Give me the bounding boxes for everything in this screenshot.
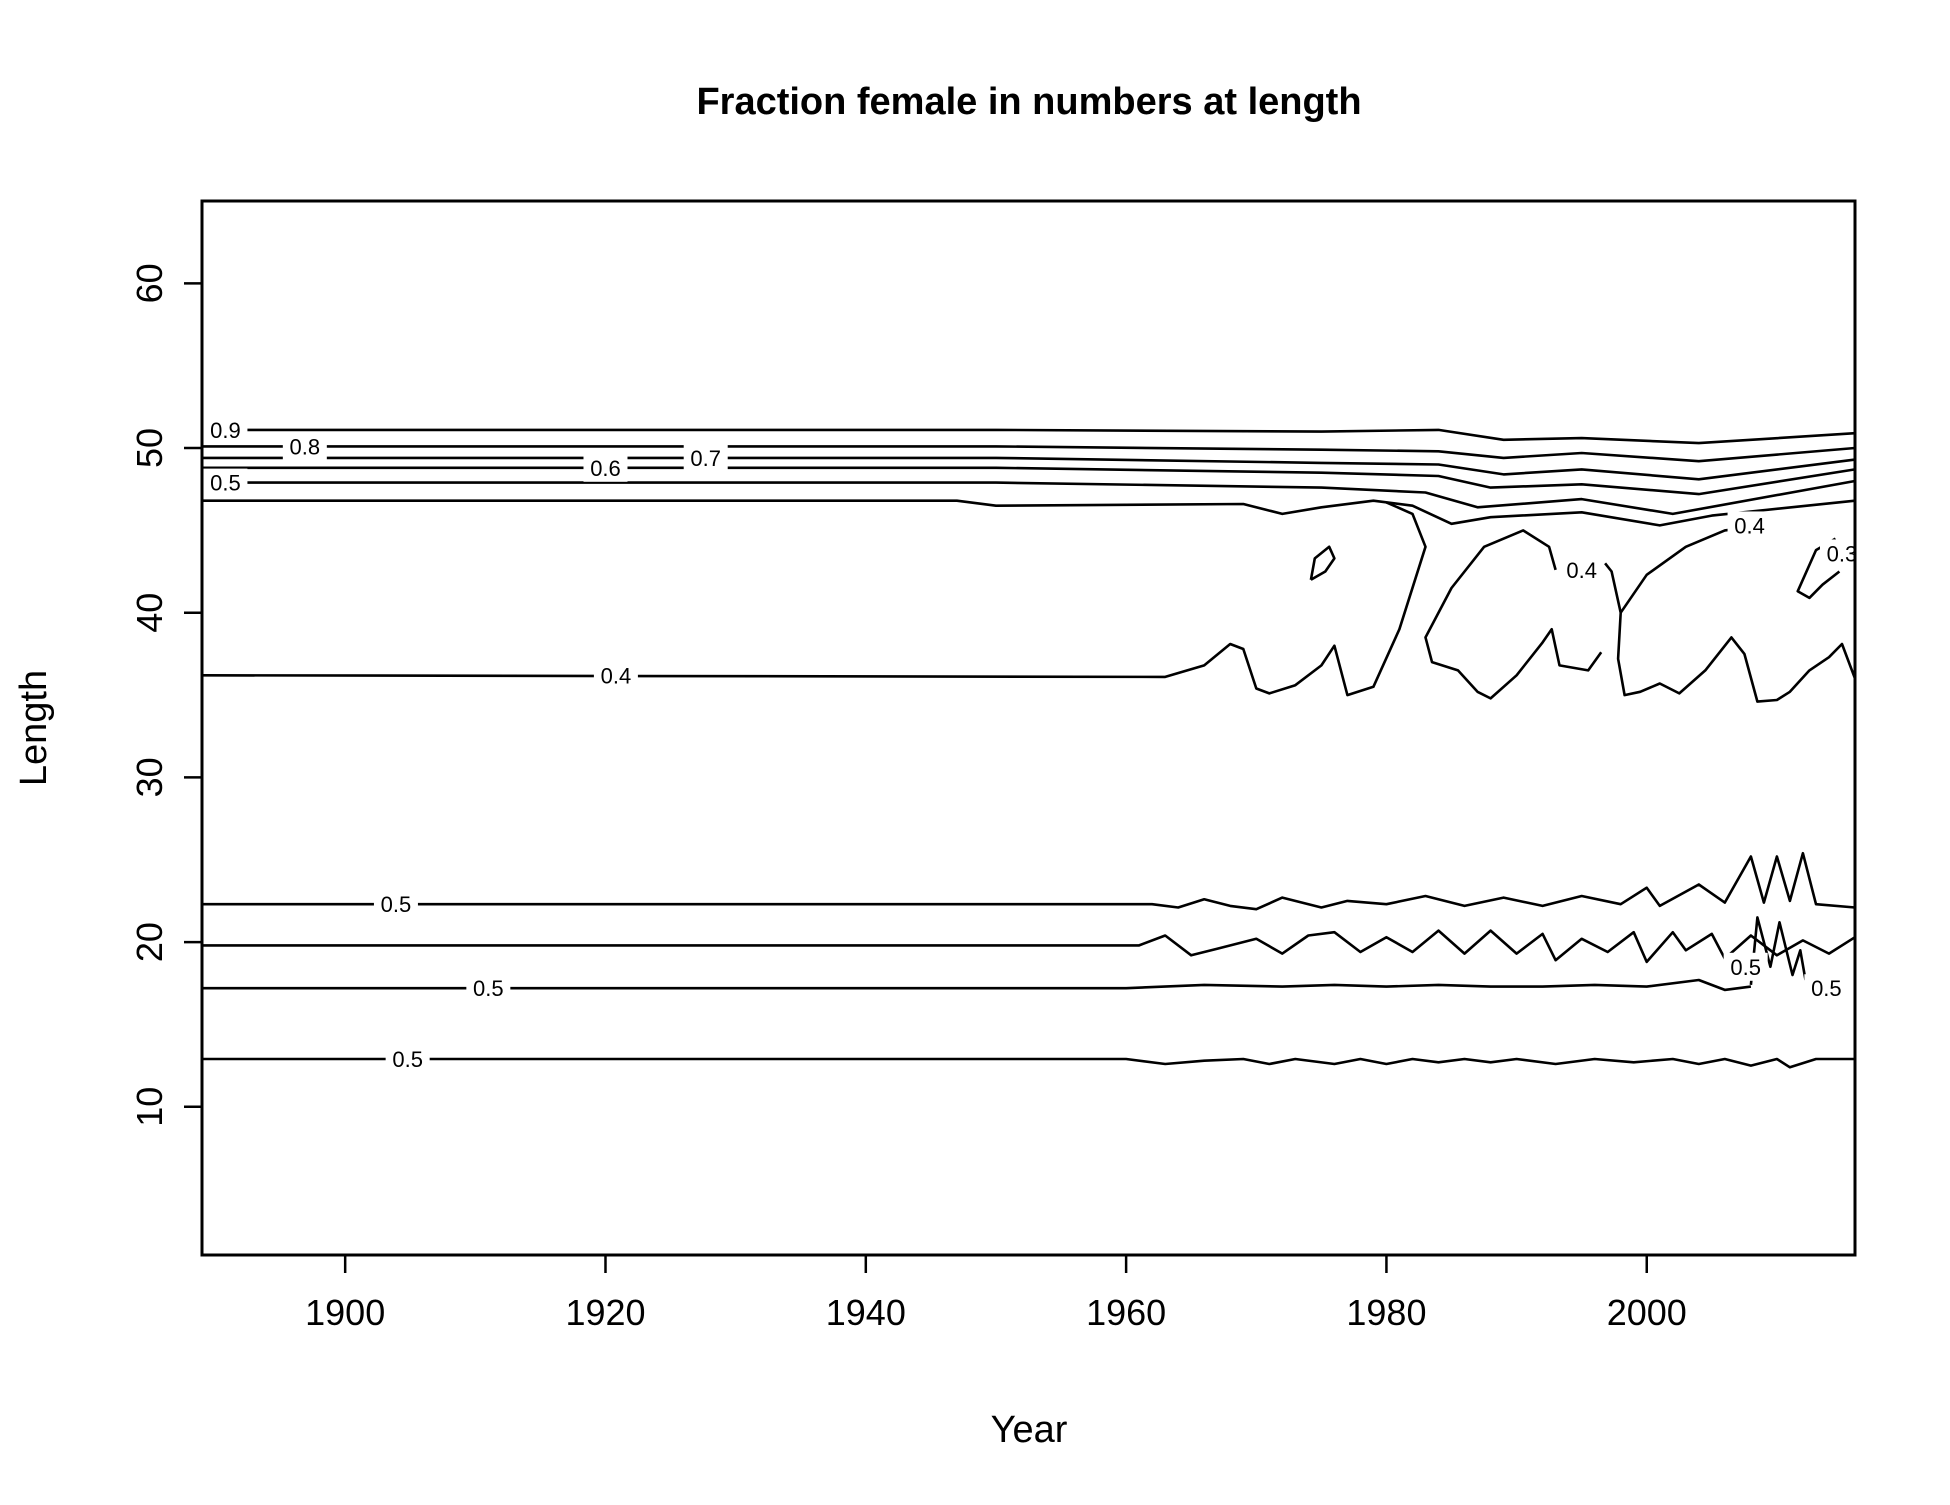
contour-label-bg-14 (385, 1045, 430, 1074)
contour-line-1 (202, 428, 1856, 445)
contour-label-bg-4 (583, 453, 628, 482)
y-tick-label-40: 40 (129, 593, 170, 633)
contour-label-bg-9 (1819, 539, 1864, 568)
contour-label-13: 0.5 (1730, 955, 1761, 980)
y-tick-label-30: 30 (129, 757, 170, 797)
x-axis: 1900 1920 1940 1960 1980 2000 (305, 1255, 1687, 1333)
contour-line-8 (1309, 545, 1336, 581)
chart-title: Fraction female in numbers at length (696, 81, 1361, 123)
x-tick-label-2000: 2000 (1607, 1292, 1687, 1333)
x-tick-label-1980: 1980 (1346, 1292, 1426, 1333)
y-tick-label-10: 10 (129, 1087, 170, 1127)
contour-label-14: 0.5 (392, 1047, 423, 1072)
contour-label-bg-8 (1559, 555, 1604, 584)
contour-line-6 (202, 499, 1856, 527)
contour-label-bg-10 (373, 890, 418, 919)
contour-label-4: 0.6 (590, 456, 621, 481)
contour-line-7 (201, 501, 1427, 697)
contour-line-11 (1619, 525, 1752, 614)
contour-label-3: 0.7 (690, 446, 721, 471)
contour-label-bg-3 (683, 443, 728, 472)
x-tick-label-1920: 1920 (565, 1292, 645, 1333)
contour-label-bg-6 (593, 661, 638, 690)
contour-line-10 (1604, 562, 1857, 703)
contour-line-14 (202, 929, 1856, 964)
contour-label-6: 0.4 (601, 663, 632, 688)
contour-line-4 (202, 466, 1856, 496)
contour-line-3 (202, 456, 1856, 481)
x-tick-label-1940: 1940 (826, 1292, 906, 1333)
contour-line-9 (1424, 529, 1603, 700)
contour-label-bg-12 (1804, 974, 1849, 1003)
plot-frame (200, 199, 1857, 1257)
contour-label-8: 0.4 (1566, 558, 1597, 583)
y-axis: 10 20 30 40 50 60 (129, 263, 202, 1127)
contour-label-10: 0.5 (381, 892, 412, 917)
contour-label-11: 0.5 (473, 976, 504, 1001)
y-tick-label-20: 20 (129, 922, 170, 962)
contour-line-15 (1749, 916, 1807, 986)
y-axis-title: Length (13, 670, 55, 786)
contour-label-2: 0.8 (290, 434, 321, 459)
contour-line-13 (202, 851, 1856, 911)
contour-labels: 0.9 0.8 0.7 0.6 0.5 0.4 0.4 0.4 0.3 0.5 0.5 0.5 0.5 0… (203, 415, 1864, 1074)
x-axis-title: Year (991, 1409, 1068, 1451)
contour-line-16 (202, 978, 1752, 992)
contour-label-12: 0.5 (1811, 976, 1842, 1001)
x-tick-label-1960: 1960 (1086, 1292, 1166, 1333)
contour-line-5 (202, 479, 1856, 516)
y-tick-label-60: 60 (129, 263, 170, 303)
contour-label-bg-11 (466, 974, 511, 1003)
y-tick-label-50: 50 (129, 428, 170, 468)
contour-label-bg-7 (1727, 511, 1772, 540)
contour-label-5: 0.5 (210, 471, 241, 496)
contour-label-9: 0.3 (1827, 541, 1858, 566)
contour-label-1: 0.9 (210, 418, 241, 443)
contour-label-bg-13 (1723, 952, 1768, 981)
contour-line-17 (202, 1057, 1855, 1069)
contour-label-7: 0.4 (1734, 513, 1765, 538)
contour-label-bg-1 (203, 415, 248, 444)
contour-line-2 (202, 445, 1856, 463)
x-tick-label-1900: 1900 (305, 1292, 385, 1333)
contour-label-bg-2 (282, 432, 327, 461)
contour-lines (201, 428, 1857, 1069)
contour-label-bg-5 (203, 468, 248, 497)
contour-line-12 (1796, 537, 1841, 600)
